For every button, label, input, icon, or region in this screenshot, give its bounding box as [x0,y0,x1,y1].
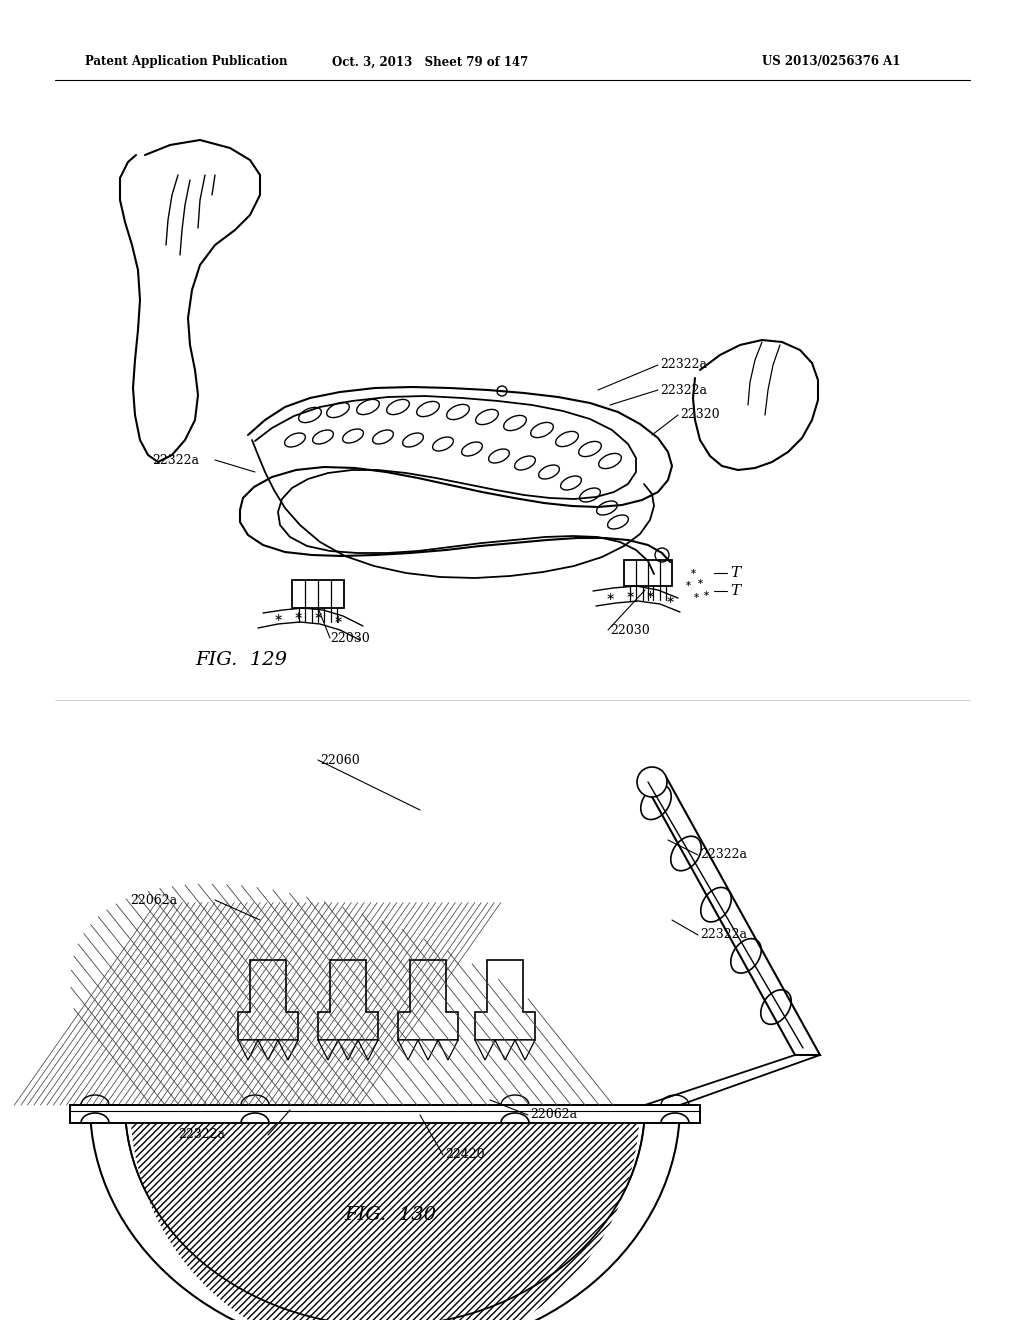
Text: ∗: ∗ [645,590,654,601]
Text: US 2013/0256376 A1: US 2013/0256376 A1 [762,55,900,69]
Polygon shape [495,1040,515,1060]
Text: ∗: ∗ [666,595,675,605]
Text: T: T [730,566,740,579]
Polygon shape [238,960,298,1040]
Circle shape [497,385,507,396]
Polygon shape [438,1040,458,1060]
Text: ∗: ∗ [605,591,614,602]
Polygon shape [418,1040,438,1060]
Text: ∗: ∗ [293,611,303,620]
Text: 22420: 22420 [445,1148,484,1162]
Text: FIG.  129: FIG. 129 [195,651,287,669]
Polygon shape [358,1040,378,1060]
Text: FIG.  130: FIG. 130 [344,1206,436,1224]
Wedge shape [130,1105,640,1320]
Polygon shape [640,775,820,1055]
Polygon shape [475,960,535,1040]
Text: 22030: 22030 [330,631,370,644]
Polygon shape [258,1040,278,1060]
Text: ∗: ∗ [684,579,691,589]
Polygon shape [318,1040,338,1060]
Text: ∗: ∗ [273,612,283,623]
Text: 22322a: 22322a [700,849,746,862]
Text: 22322a: 22322a [152,454,199,466]
Text: 22062a: 22062a [530,1109,578,1122]
Text: ∗: ∗ [692,590,699,599]
Text: Oct. 3, 2013   Sheet 79 of 147: Oct. 3, 2013 Sheet 79 of 147 [332,55,528,69]
Polygon shape [338,1040,358,1060]
Text: T: T [730,583,740,598]
Text: ∗: ∗ [626,590,635,601]
Text: 22060: 22060 [319,754,359,767]
Polygon shape [278,1040,298,1060]
Polygon shape [398,960,458,1040]
Text: ∗: ∗ [696,578,703,586]
Text: 22322a: 22322a [660,359,707,371]
Text: 22322a: 22322a [700,928,746,941]
Text: ∗: ∗ [334,615,343,624]
Polygon shape [515,1040,535,1060]
Text: 22322a: 22322a [660,384,707,396]
Text: 22322a: 22322a [178,1129,225,1142]
Text: ∗: ∗ [689,568,696,577]
Polygon shape [398,1040,418,1060]
Text: ∗: ∗ [702,590,710,598]
Polygon shape [70,1105,700,1123]
Text: 22320: 22320 [680,408,720,421]
Polygon shape [238,1040,258,1060]
Text: 22062a: 22062a [130,894,177,907]
Polygon shape [475,1040,495,1060]
Polygon shape [318,960,378,1040]
Circle shape [637,767,667,797]
Text: 22030: 22030 [610,623,650,636]
Text: ∗: ∗ [313,611,323,620]
Text: Patent Application Publication: Patent Application Publication [85,55,288,69]
